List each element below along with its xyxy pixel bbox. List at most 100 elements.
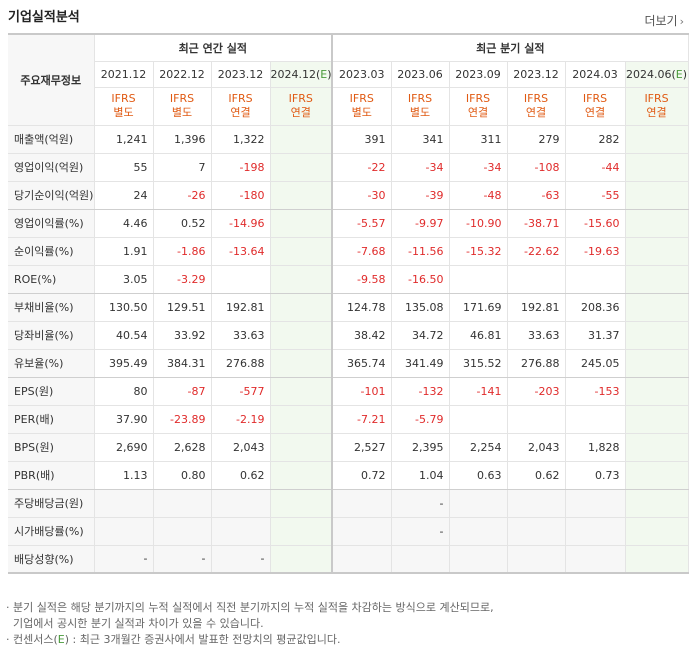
standard-header: IFRS 별도 [391, 87, 450, 126]
standard-header: IFRS 별도 [153, 87, 212, 126]
table-row: 영업이익(억원) 55 7 -198 -22 -34 -34 -108 -44 [8, 153, 689, 182]
table-cell [507, 517, 566, 546]
row-label: 영업이익(억원) [8, 153, 95, 182]
standard-header: IFRS 연결 [449, 87, 508, 126]
table-row: ROE(%) 3.05 -3.29 -9.58 -16.50 [8, 265, 689, 294]
table-cell: 2,395 [391, 433, 450, 462]
table-cell [625, 377, 689, 406]
table-cell: 0.73 [565, 461, 626, 490]
table-cell: 0.72 [331, 461, 392, 490]
table-cell: 341.49 [391, 349, 450, 378]
table-cell: -577 [211, 377, 271, 406]
period-header: 2023.03 [331, 61, 392, 88]
table-cell [153, 517, 212, 546]
table-cell: -1.86 [153, 237, 212, 266]
table-cell: -10.90 [449, 209, 508, 238]
table-cell: -23.89 [153, 405, 212, 434]
period-header: 2023.12 [211, 61, 271, 88]
table-cell: 391 [331, 125, 392, 154]
table-cell: 55 [94, 153, 154, 182]
standard-header: IFRS 별도 [331, 87, 392, 126]
table-row: 영업이익률(%) 4.46 0.52 -14.96 -5.57 -9.97 -10.90 -3… [8, 209, 689, 238]
table-cell [507, 405, 566, 434]
table-cell: -15.60 [565, 209, 626, 238]
table-cell [565, 405, 626, 434]
table-cell [625, 405, 689, 434]
table-cell [331, 489, 392, 518]
table-cell: 33.63 [507, 321, 566, 350]
table-cell: 38.42 [331, 321, 392, 350]
table-cell: -19.63 [565, 237, 626, 266]
table-cell: 1.13 [94, 461, 154, 490]
row-label: 당좌비율(%) [8, 321, 95, 350]
table-cell [565, 265, 626, 294]
table-cell: 2,254 [449, 433, 508, 462]
table-cell [270, 237, 333, 266]
table-cell [625, 153, 689, 182]
row-label: ROE(%) [8, 265, 95, 294]
table-cell: 31.37 [565, 321, 626, 350]
table-cell [331, 545, 392, 574]
table-cell [211, 265, 271, 294]
table-cell: 0.63 [449, 461, 508, 490]
period-header: 2023.12 [507, 61, 566, 88]
quarterly-group-header: 최근 분기 실적 [331, 33, 689, 62]
row-label: 부채비율(%) [8, 293, 95, 322]
table-cell: 1,396 [153, 125, 212, 154]
table-cell [625, 265, 689, 294]
table-cell: 0.62 [507, 461, 566, 490]
period-header-row: 2021.12 2022.12 2023.12 2024.12(E) 2023.03 20… [8, 61, 689, 88]
footnotes: · 분기 실적은 해당 분기까지의 누적 실적에서 직전 분기까지의 누적 실적… [6, 600, 494, 648]
table-cell [449, 545, 508, 574]
table-cell [211, 489, 271, 518]
table-cell [270, 125, 333, 154]
table-cell [507, 545, 566, 574]
table-cell: -7.21 [331, 405, 392, 434]
table-cell: 40.54 [94, 321, 154, 350]
table-cell [270, 153, 333, 182]
row-label: EPS(원) [8, 377, 95, 406]
table-cell: 384.31 [153, 349, 212, 378]
standard-header: IFRS 별도 [94, 87, 154, 126]
table-cell: -55 [565, 181, 626, 210]
table-cell [625, 461, 689, 490]
table-cell [449, 517, 508, 546]
table-cell [270, 433, 333, 462]
table-cell [565, 517, 626, 546]
table-cell [625, 433, 689, 462]
more-link[interactable]: 더보기 › [644, 12, 684, 29]
table-cell [449, 405, 508, 434]
table-cell [153, 489, 212, 518]
section-title: 기업실적분석 [8, 10, 80, 25]
table-row: 배당성향(%) - - - [8, 545, 689, 574]
annual-group-header: 최근 연간 실적 [94, 33, 333, 62]
table-cell [270, 461, 333, 490]
table-cell [449, 265, 508, 294]
table-cell: -15.32 [449, 237, 508, 266]
table-cell: 2,527 [331, 433, 392, 462]
table-cell [270, 181, 333, 210]
more-label: 더보기 [644, 14, 678, 28]
standard-header: IFRS 연결 [211, 87, 271, 126]
table-cell: 1,322 [211, 125, 271, 154]
table-cell [625, 517, 689, 546]
table-cell: 129.51 [153, 293, 212, 322]
table-cell: 315.52 [449, 349, 508, 378]
table-cell: -22 [331, 153, 392, 182]
table-cell [625, 321, 689, 350]
table-cell: 3.05 [94, 265, 154, 294]
period-header: 2022.12 [153, 61, 212, 88]
period-header: 2024.03 [565, 61, 626, 88]
table-cell: 192.81 [211, 293, 271, 322]
period-header: 2024.06(E) [625, 61, 689, 88]
table-row: 순이익률(%) 1.91 -1.86 -13.64 -7.68 -11.56 -15.32-… [8, 237, 689, 266]
row-label: PER(배) [8, 405, 95, 434]
row-label: 매출액(억원) [8, 125, 95, 154]
table-cell: -63 [507, 181, 566, 210]
table-cell: 282 [565, 125, 626, 154]
table-cell: -22.62 [507, 237, 566, 266]
table-cell: 24 [94, 181, 154, 210]
table-cell: -141 [449, 377, 508, 406]
table-cell: 395.49 [94, 349, 154, 378]
table-cell: 7 [153, 153, 212, 182]
